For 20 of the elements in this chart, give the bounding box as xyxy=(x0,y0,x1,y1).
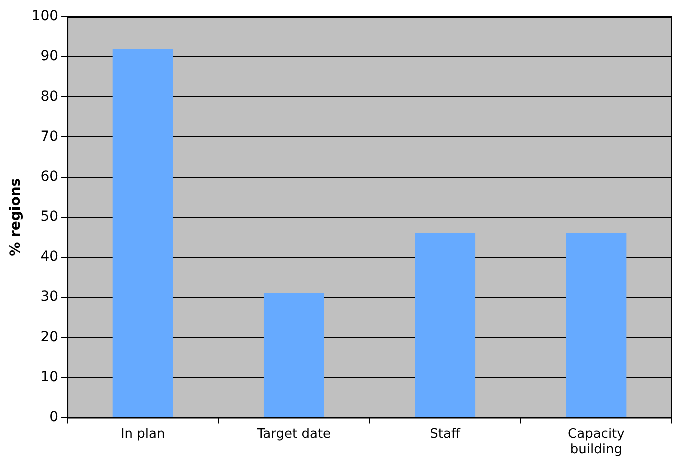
y-tick-label: 30 xyxy=(40,289,59,306)
y-tick-label: 80 xyxy=(40,88,59,105)
y-tick-label: 20 xyxy=(40,329,59,346)
bar xyxy=(415,233,476,418)
y-tick-label: 0 xyxy=(50,409,59,426)
bar xyxy=(264,294,324,418)
x-tick-label: In plan xyxy=(120,426,166,442)
y-axis-title: % regions xyxy=(8,178,24,256)
x-tick-label: Capacity building xyxy=(568,426,626,458)
x-tick-label: Target date xyxy=(256,426,332,442)
y-tick-label: 50 xyxy=(40,209,59,226)
y-tick-label: 100 xyxy=(32,8,59,25)
y-tick-label: 40 xyxy=(40,249,59,266)
y-tick-label: 60 xyxy=(40,168,59,185)
y-tick-label: 10 xyxy=(40,369,59,386)
bar xyxy=(566,233,627,418)
y-tick-label: 90 xyxy=(40,48,59,65)
x-tick-label: Staff xyxy=(430,426,462,442)
y-tick-label: 70 xyxy=(40,128,59,145)
bar xyxy=(112,49,174,418)
